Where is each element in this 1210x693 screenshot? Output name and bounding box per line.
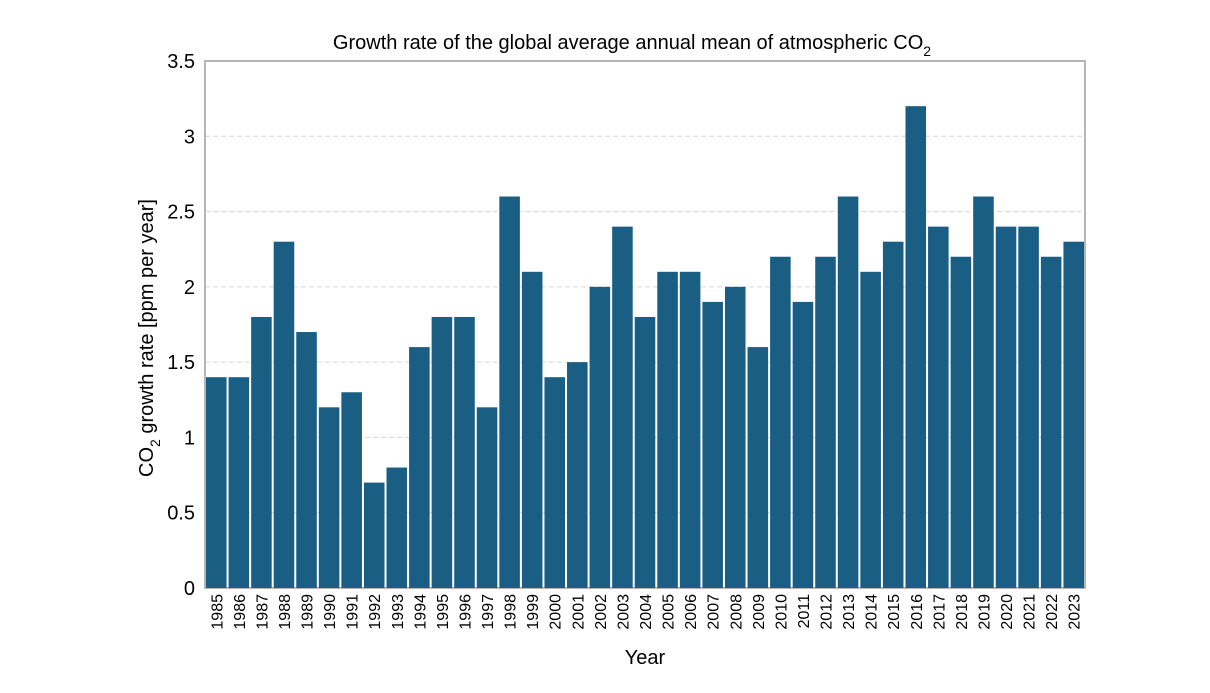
bar-2010 [770, 256, 791, 588]
x-tick-label: 2023 [1067, 594, 1084, 630]
x-tick-label: 1991 [345, 594, 362, 630]
bar-1998 [499, 196, 520, 588]
bar-1991 [341, 392, 362, 588]
x-tick-label: 2008 [728, 594, 745, 630]
bar-2018 [950, 256, 972, 588]
x-tick-label: 2005 [661, 594, 678, 630]
x-tick-label: 2017 [931, 594, 948, 630]
bar-2008 [724, 286, 746, 588]
x-tick-label: 2004 [638, 594, 655, 630]
bar-2016 [905, 106, 927, 589]
x-tick-label: 2001 [570, 594, 587, 630]
bar-2006 [679, 271, 701, 588]
x-tick-label: 1988 [277, 594, 294, 630]
bar-2009 [747, 347, 769, 588]
x-tick-label: 1990 [322, 594, 339, 630]
x-tick-label: 2022 [1044, 594, 1061, 630]
x-tick-label: 2020 [999, 594, 1016, 630]
x-tick-label: 2016 [909, 594, 926, 630]
bar-2012 [815, 256, 836, 588]
bar-1986 [228, 377, 250, 588]
bar-2015 [882, 241, 904, 588]
x-tick-label: 1989 [300, 594, 317, 630]
bar-2000 [544, 377, 566, 588]
bar-1989 [296, 332, 317, 588]
bar-2021 [1018, 226, 1039, 588]
x-tick-label: 1994 [412, 594, 429, 630]
x-tick-label: 1987 [254, 594, 271, 630]
y-tick-label: 1 [184, 427, 195, 449]
bar-2019 [973, 196, 994, 588]
x-tick-label: 1992 [367, 594, 384, 630]
x-tick-label: 2007 [706, 594, 723, 630]
bar-2017 [928, 226, 949, 588]
y-tick-label: 3.5 [167, 51, 195, 73]
y-axis-title-suffix: growth rate [ppm per year] [136, 199, 158, 439]
x-tick-label: 2010 [773, 594, 790, 630]
x-tick-label: 2018 [954, 594, 971, 630]
y-tick-label: 2.5 [167, 202, 195, 224]
bar-1992 [363, 482, 385, 588]
y-tick-label: 0 [184, 578, 195, 600]
x-tick-label: 2002 [593, 594, 610, 630]
x-tick-label: 2003 [615, 594, 632, 630]
x-tick-label: 1997 [480, 594, 497, 630]
bar-2004 [634, 316, 656, 588]
bar-1996 [454, 316, 475, 588]
x-tick-label: 2019 [976, 594, 993, 630]
y-tick-label: 3 [184, 126, 195, 148]
bar-2011 [792, 301, 814, 588]
bar-1999 [521, 271, 543, 588]
x-tick-label: 1993 [390, 594, 407, 630]
bar-1988 [273, 241, 295, 588]
bar-1993 [386, 467, 408, 588]
x-tick-label: 2000 [548, 594, 565, 630]
y-tick-label: 0.5 [167, 503, 195, 525]
y-tick-label: 2 [184, 277, 195, 299]
bar-1995 [431, 316, 453, 588]
x-tick-label: 2015 [886, 594, 903, 630]
x-tick-label: 1996 [457, 594, 474, 630]
x-axis-title: Year [625, 647, 666, 669]
x-tick-label: 1999 [525, 594, 542, 630]
y-tick-label: 1.5 [167, 352, 195, 374]
x-tick-label: 2013 [841, 594, 858, 630]
x-tick-label: 1998 [503, 594, 520, 630]
x-tick-label: 1995 [435, 594, 452, 630]
bar-2001 [567, 362, 588, 588]
bar-2002 [589, 286, 611, 588]
x-tick-label: 2011 [796, 594, 813, 629]
bar-2005 [657, 271, 678, 588]
bar-1985 [206, 377, 227, 588]
bar-2014 [860, 271, 881, 588]
x-tick-label: 2021 [1022, 594, 1039, 630]
x-tick-label: 1985 [209, 594, 226, 630]
y-axis-title-subscript: 2 [147, 439, 163, 447]
bar-2022 [1040, 256, 1062, 588]
bar-1997 [476, 407, 498, 588]
y-axis-ticks: 0 0.5 1 1.5 2 2.5 3 3.5 [167, 51, 195, 600]
bar-2007 [702, 301, 723, 588]
chart-title: Growth rate of the global average annual… [333, 32, 931, 59]
x-tick-label: 2009 [751, 594, 768, 630]
x-tick-label: 1986 [232, 594, 249, 630]
x-tick-label: 2006 [683, 594, 700, 630]
y-axis-title-prefix: CO [136, 447, 158, 477]
bars-group [206, 106, 1084, 589]
bar-2020 [995, 226, 1017, 588]
bar-1987 [251, 316, 272, 588]
chart-title-text: Growth rate of the global average annual… [333, 32, 923, 54]
bar-2023 [1063, 241, 1084, 588]
bar-2013 [837, 196, 859, 588]
x-tick-label: 2014 [864, 594, 881, 630]
chart-title-subscript: 2 [923, 43, 931, 59]
x-tick-label: 2012 [819, 594, 836, 630]
bar-1994 [409, 347, 430, 588]
bar-1990 [318, 407, 340, 588]
bar-2003 [612, 226, 633, 588]
y-axis-title: CO2 growth rate [ppm per year] [136, 199, 163, 477]
x-axis-ticks: 1985 1986 1987 1988 1989 1990 1991 1992 1993 1994… [209, 594, 1083, 630]
